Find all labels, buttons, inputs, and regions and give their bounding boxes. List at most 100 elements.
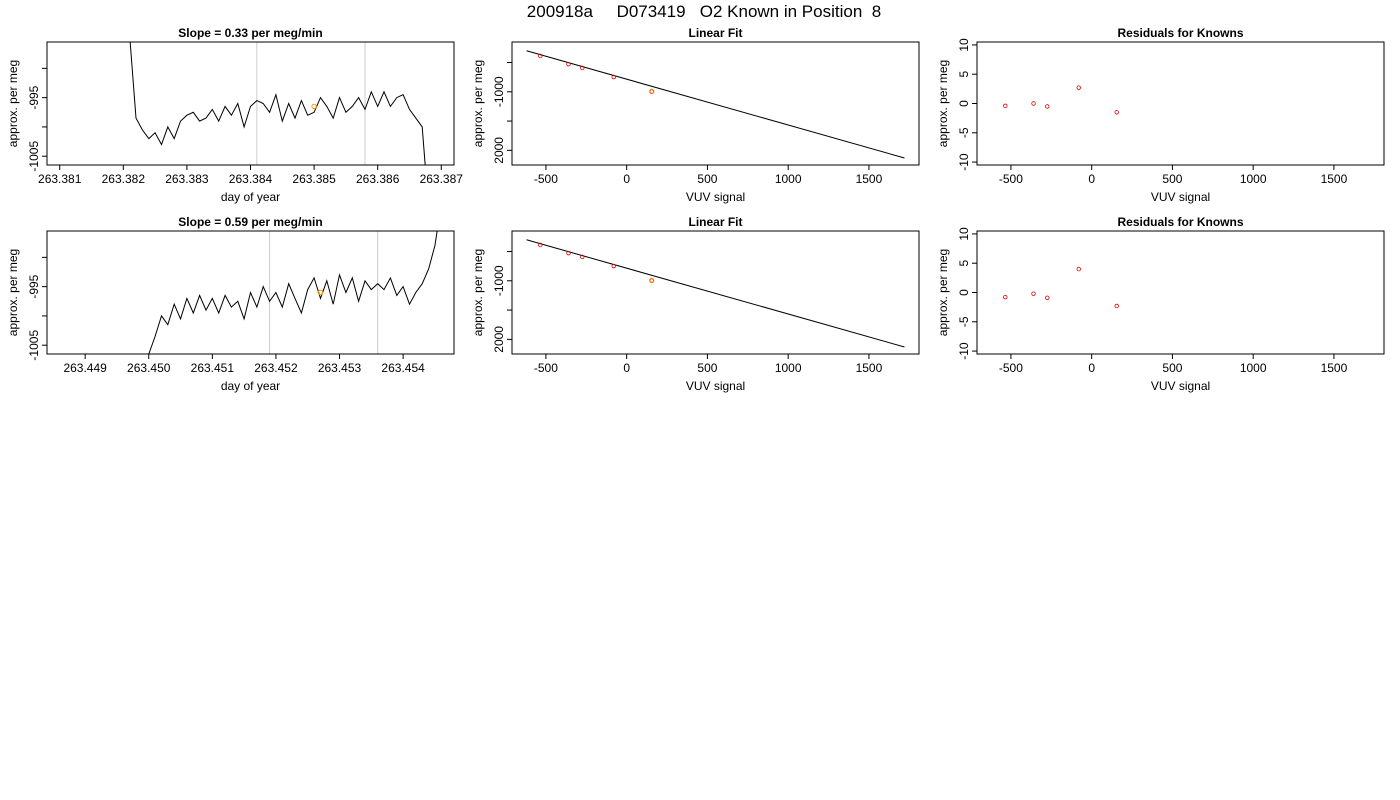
plot-frame — [511, 230, 920, 355]
residuals-panel-2: Residuals for Knowns -500 0 500 1000 1500 -10 -… — [936, 215, 1385, 393]
linear-fit-panel-2: Linear Fit -500 0 500 1000 1500 2000 -1000 VUV s… — [471, 215, 920, 393]
slope-panel-2: Slope = 0.59 per meg/min 263.449 263.450 26… — [6, 215, 455, 393]
y-tick-label: -10 — [957, 153, 971, 171]
plot-frame — [976, 41, 1385, 166]
y-axis-label: approx. per meg — [6, 60, 20, 147]
y-axis-label: approx. per meg — [471, 249, 485, 336]
data-point — [1076, 266, 1081, 272]
x-tick-label: 0 — [623, 361, 630, 375]
chart-title: Linear Fit — [688, 215, 742, 229]
y-tick-label: -1000 — [492, 265, 506, 296]
y-tick-label: -5 — [957, 316, 971, 327]
x-tick-label: 1000 — [1240, 361, 1267, 375]
page-title: 200918a D073419 O2 Known in Position 8 — [526, 2, 882, 21]
fit-line — [526, 239, 905, 348]
x-tick-label: -500 — [534, 361, 558, 375]
x-tick-label: 263.453 — [318, 361, 362, 375]
chart-title: Linear Fit — [688, 26, 742, 40]
data-point — [1114, 303, 1119, 309]
plot-frame — [511, 41, 920, 166]
residuals-panel-1: Residuals for Knowns -500 0 500 1000 1500 -10 -… — [936, 26, 1385, 204]
data-point — [1076, 85, 1081, 90]
x-tick-label: 1000 — [1240, 172, 1267, 186]
data-point — [580, 254, 585, 260]
x-tick-label: 263.449 — [63, 361, 107, 375]
x-tick-label: 1500 — [856, 172, 883, 186]
y-axis-label: approx. per meg — [6, 249, 20, 336]
x-axis-label: VUV signal — [1151, 190, 1210, 204]
data-point — [538, 53, 543, 59]
x-tick-label: 500 — [697, 361, 717, 375]
x-tick-label: 500 — [1162, 172, 1182, 186]
y-tick-label: -995 — [27, 274, 41, 298]
x-tick-label: 263.381 — [38, 172, 82, 186]
y-tick-label: 5 — [957, 71, 971, 78]
x-tick-label: 263.385 — [292, 172, 336, 186]
data-point — [1031, 291, 1036, 296]
x-axis-label: day of year — [221, 190, 280, 204]
highlight-point — [649, 88, 655, 95]
y-tick-label: -10 — [957, 342, 971, 360]
x-tick-label: 1500 — [856, 361, 883, 375]
x-tick-label: 263.386 — [356, 172, 400, 186]
series-line — [148, 231, 438, 354]
data-point — [566, 61, 571, 67]
series-line — [129, 42, 426, 165]
x-tick-label: 500 — [697, 172, 717, 186]
y-tick-label: 2000 — [492, 326, 506, 353]
plot-frame — [976, 230, 1385, 355]
x-tick-label: 263.450 — [127, 361, 171, 375]
y-tick-label: 0 — [957, 289, 971, 296]
data-point — [1045, 295, 1050, 300]
x-tick-label: 263.387 — [420, 172, 464, 186]
x-tick-label: 0 — [1088, 172, 1095, 186]
data-point — [611, 74, 616, 80]
y-axis-label: approx. per meg — [471, 60, 485, 147]
data-point — [1003, 103, 1008, 109]
x-tick-label: 1000 — [775, 361, 802, 375]
y-tick-label: -1000 — [492, 76, 506, 107]
data-point — [1114, 110, 1119, 115]
x-tick-label: 263.452 — [254, 361, 298, 375]
y-tick-label: 2000 — [492, 137, 506, 164]
data-point — [1003, 294, 1008, 300]
y-tick-label: 5 — [957, 260, 971, 267]
y-tick-label: -995 — [27, 85, 41, 109]
x-tick-label: 1500 — [1321, 172, 1348, 186]
plot-frame — [46, 230, 455, 355]
fit-line — [526, 50, 905, 159]
highlight-point — [311, 103, 317, 110]
y-tick-label: 10 — [957, 38, 971, 52]
x-axis-label: VUV signal — [1151, 379, 1210, 393]
y-tick-label: -1005 — [27, 330, 41, 361]
linear-fit-panel-1: Linear Fit -500 0 500 1000 1500 2000 -1000 VUV s… — [471, 26, 920, 204]
x-tick-label: 1000 — [775, 172, 802, 186]
data-point — [1045, 104, 1050, 109]
x-axis-label: day of year — [221, 379, 280, 393]
slope-panel-1: Slope = 0.33 per meg/min 263.381 263.382 26… — [6, 26, 464, 204]
x-tick-label: -500 — [534, 172, 558, 186]
x-tick-label: 263.384 — [229, 172, 273, 186]
x-axis-label: VUV signal — [686, 379, 745, 393]
data-point — [1031, 101, 1036, 106]
chart-title: Slope = 0.59 per meg/min — [178, 215, 322, 229]
y-axis-label: approx. per meg — [936, 249, 950, 336]
data-point — [611, 263, 616, 269]
x-tick-label: 263.454 — [381, 361, 425, 375]
y-tick-label: -5 — [957, 127, 971, 138]
data-point — [538, 242, 543, 248]
x-tick-label: -500 — [999, 172, 1023, 186]
chart-title: Slope = 0.33 per meg/min — [178, 26, 322, 40]
highlight-point — [317, 289, 324, 296]
highlight-point — [649, 277, 655, 284]
y-tick-label: 10 — [957, 227, 971, 241]
x-tick-label: 263.382 — [102, 172, 146, 186]
x-tick-label: 263.383 — [165, 172, 209, 186]
y-tick-label: -1005 — [27, 141, 41, 172]
x-tick-label: 0 — [1088, 361, 1095, 375]
x-tick-label: 0 — [623, 172, 630, 186]
chart-title: Residuals for Knowns — [1117, 215, 1243, 229]
x-tick-label: 500 — [1162, 361, 1182, 375]
x-tick-label: -500 — [999, 361, 1023, 375]
chart-title: Residuals for Knowns — [1117, 26, 1243, 40]
